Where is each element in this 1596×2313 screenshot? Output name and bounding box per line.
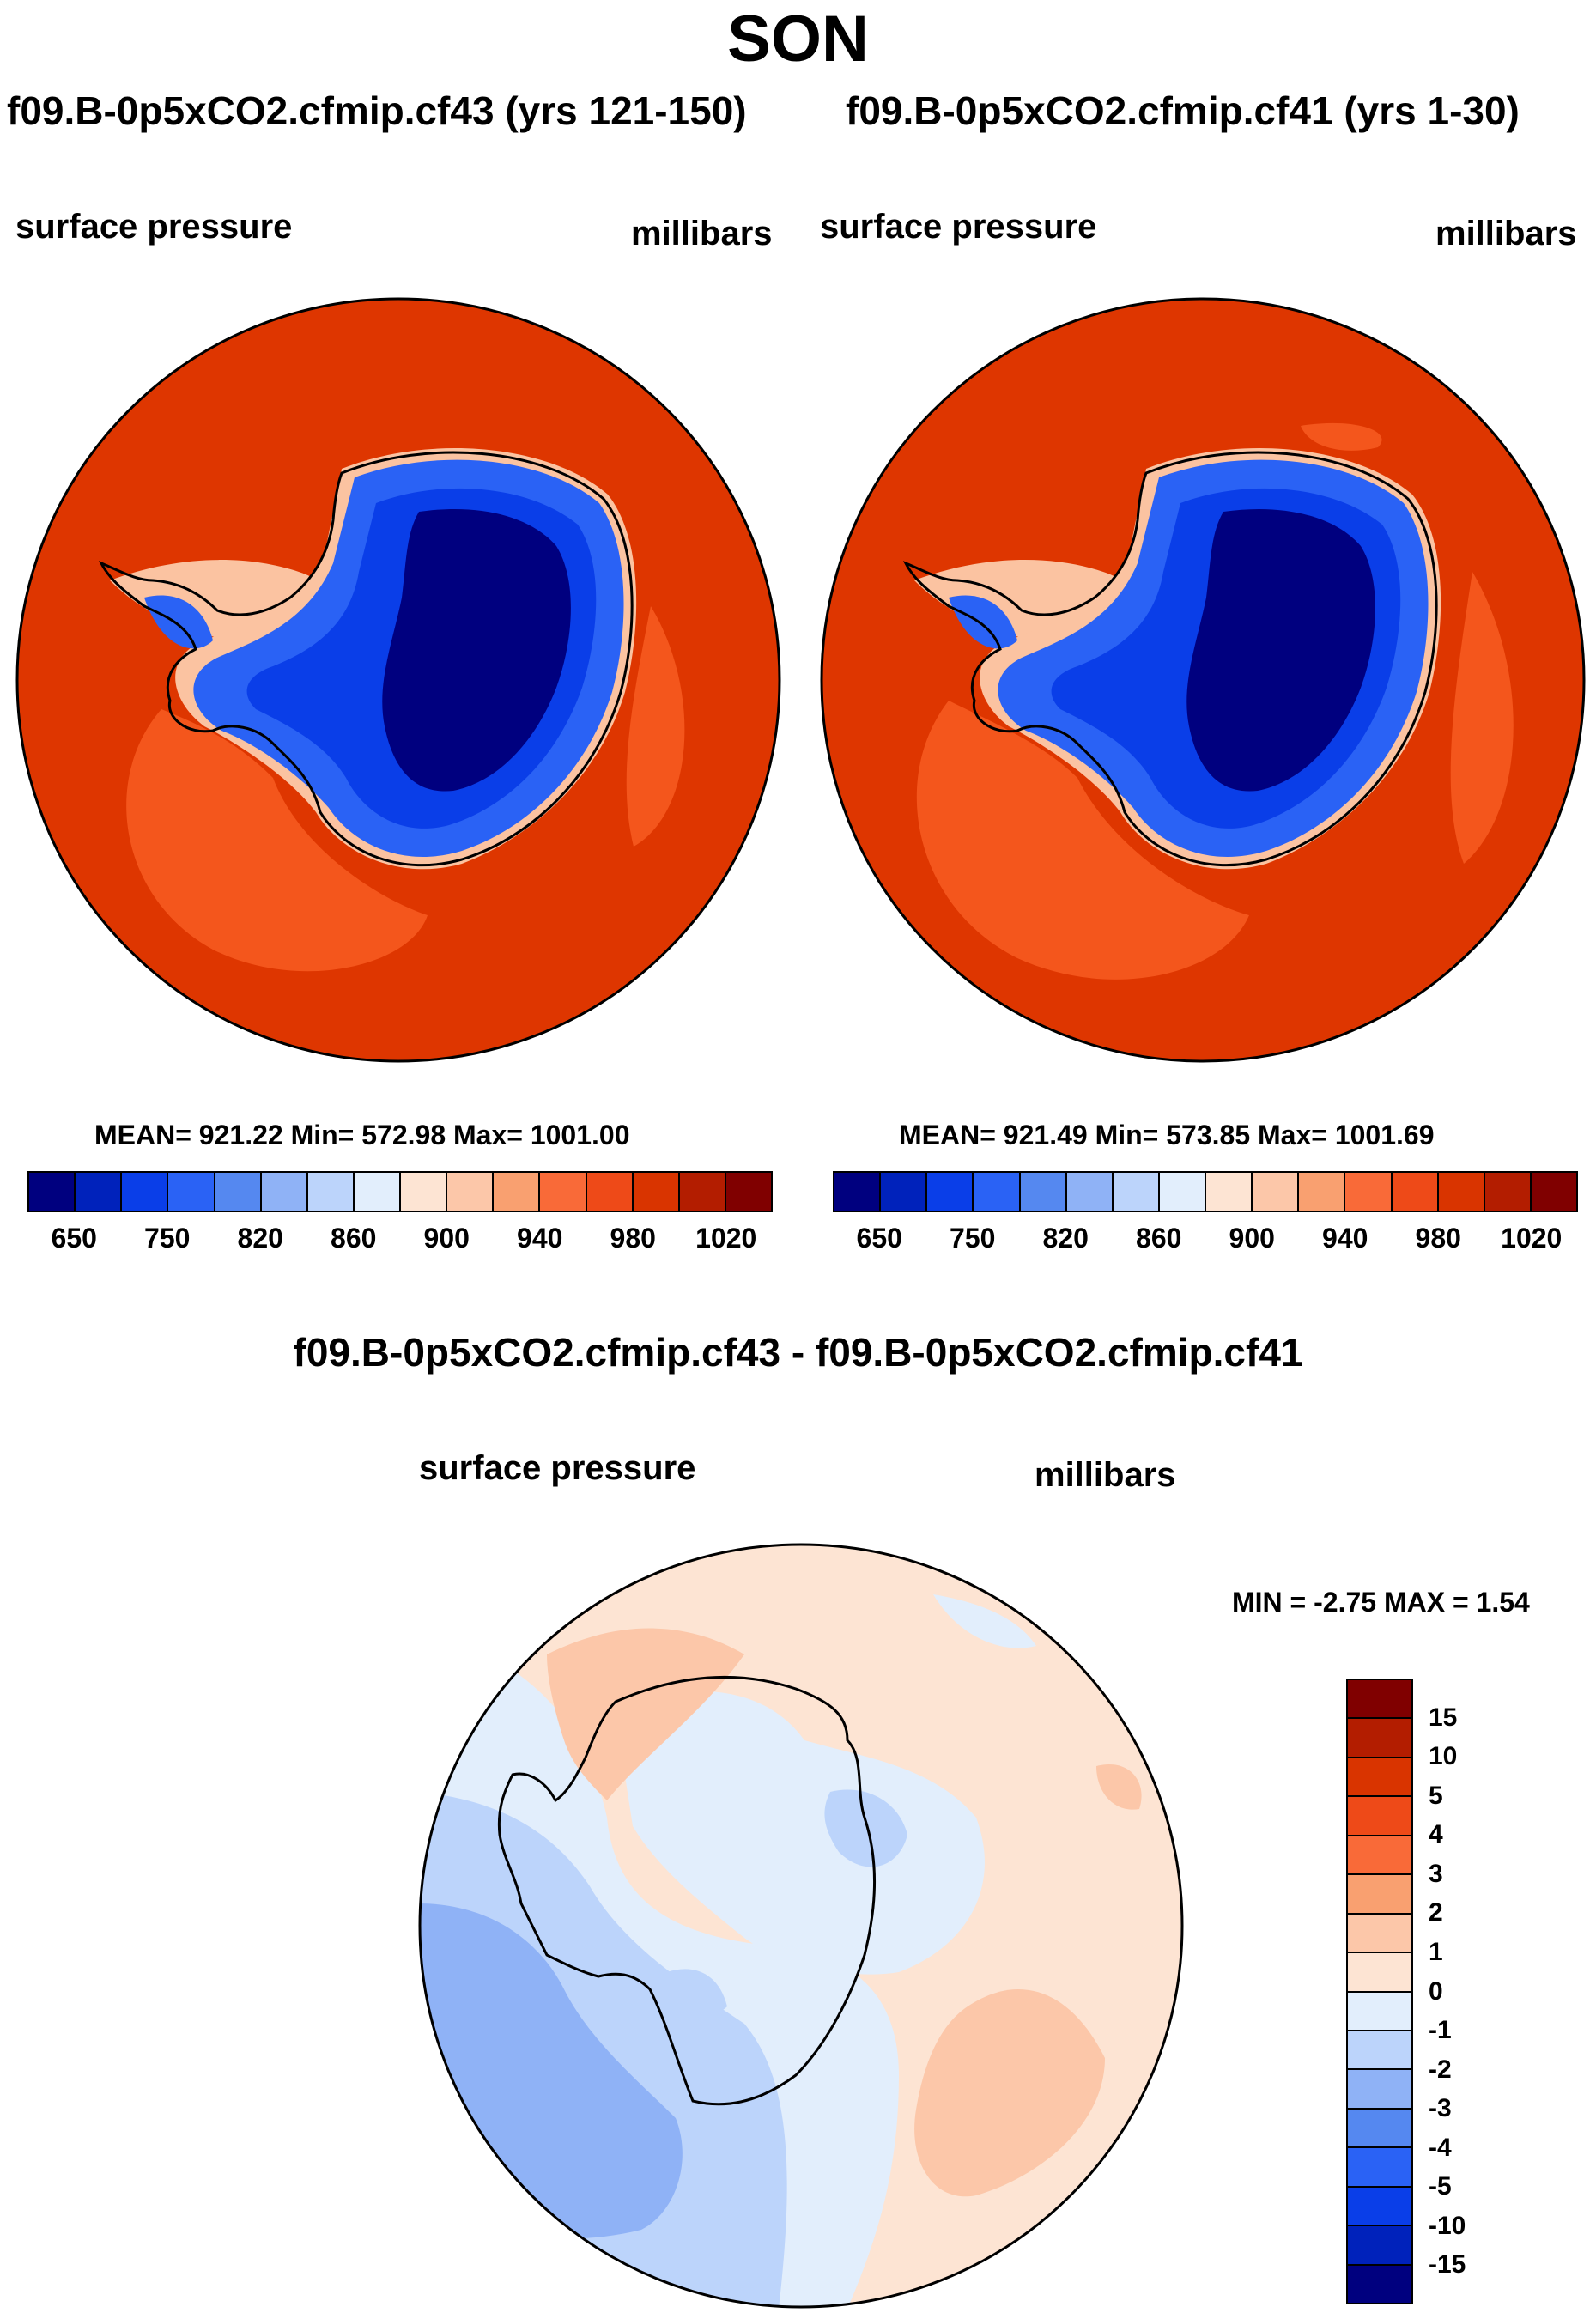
- right-colorbar-tick-label: 750: [950, 1223, 996, 1254]
- diff-colorbar-tick-label: 4: [1429, 1820, 1443, 1849]
- diff-colorbar-tick-label: -1: [1429, 2016, 1452, 2045]
- diff-polar-map: [418, 1543, 1184, 2309]
- left-colorbar-tick-label: 860: [331, 1223, 377, 1254]
- right-colorbar-tick-label: 940: [1322, 1223, 1368, 1254]
- diff-units-label: millibars: [1035, 1456, 1176, 1494]
- diff-colorbar-swatch: [1348, 2148, 1411, 2188]
- diff-colorbar-swatch: [1348, 1719, 1411, 1758]
- left-units-label: millibars: [631, 215, 773, 252]
- left-stats: MEAN= 921.22 Min= 572.98 Max= 1001.00: [94, 1120, 630, 1150]
- right-colorbar-tick-label: 860: [1136, 1223, 1182, 1254]
- right-colorbar-tick-label: 900: [1229, 1223, 1275, 1254]
- right-colorbar-swatch: [1392, 1173, 1439, 1211]
- left-colorbar-swatch: [586, 1173, 634, 1211]
- diff-colorbar-tick-label: 15: [1429, 1703, 1458, 1732]
- right-colorbar: [833, 1171, 1578, 1212]
- right-colorbar-tick-label: 980: [1415, 1223, 1461, 1254]
- right-colorbar-swatch: [1206, 1173, 1253, 1211]
- right-colorbar-swatch: [927, 1173, 974, 1211]
- left-colorbar-tick-label: 1020: [695, 1223, 757, 1254]
- left-colorbar-swatch: [540, 1173, 587, 1211]
- left-polar-map: [15, 297, 781, 1063]
- left-colorbar-tick-label: 980: [610, 1223, 656, 1254]
- left-colorbar-swatch: [401, 1173, 448, 1211]
- diff-colorbar-tick-label: -3: [1429, 2094, 1452, 2123]
- diff-colorbar: [1346, 1679, 1413, 2304]
- left-colorbar-swatch: [29, 1173, 76, 1211]
- left-colorbar-swatch: [168, 1173, 215, 1211]
- right-colorbar-swatch: [1020, 1173, 1067, 1211]
- diff-colorbar-swatch: [1348, 1797, 1411, 1836]
- diff-colorbar-swatch: [1348, 1914, 1411, 1954]
- diff-colorbar-swatch: [1348, 1953, 1411, 1993]
- diff-colorbar-swatch: [1348, 2109, 1411, 2149]
- right-colorbar-swatch: [974, 1173, 1021, 1211]
- left-variable-label: surface pressure: [15, 208, 293, 246]
- diff-case-title: f09.B-0p5xCO2.cfmip.cf43 - f09.B-0p5xCO2…: [293, 1330, 1303, 1375]
- left-colorbar-tick-label: 900: [423, 1223, 470, 1254]
- right-units-label: millibars: [1435, 215, 1577, 252]
- left-case-title: f09.B-0p5xCO2.cfmip.cf43 (yrs 121-150): [7, 88, 747, 133]
- diff-colorbar-swatch: [1348, 1992, 1411, 2031]
- right-colorbar-swatch: [834, 1173, 882, 1211]
- diff-colorbar-swatch: [1348, 1680, 1411, 1720]
- diff-colorbar-swatch: [1348, 2187, 1411, 2227]
- right-colorbar-tick-label: 820: [1042, 1223, 1089, 1254]
- diff-colorbar-swatch: [1348, 2070, 1411, 2110]
- left-colorbar-tick-label: 820: [237, 1223, 283, 1254]
- left-colorbar-swatch: [725, 1173, 771, 1211]
- diff-colorbar-tick-label: -10: [1429, 2211, 1466, 2240]
- right-colorbar-swatch: [1484, 1173, 1532, 1211]
- diff-colorbar-swatch: [1348, 1875, 1411, 1915]
- left-colorbar-swatch: [447, 1173, 495, 1211]
- right-colorbar-swatch: [1253, 1173, 1300, 1211]
- right-colorbar-swatch: [1345, 1173, 1393, 1211]
- left-colorbar-tick-label: 940: [517, 1223, 563, 1254]
- right-colorbar-tick-label: 1020: [1501, 1223, 1563, 1254]
- left-colorbar-swatch: [76, 1173, 123, 1211]
- diff-colorbar-tick-label: -15: [1429, 2250, 1466, 2280]
- left-colorbar-swatch: [215, 1173, 262, 1211]
- diff-colorbar-swatch: [1348, 1758, 1411, 1798]
- left-colorbar-swatch: [679, 1173, 726, 1211]
- diff-colorbar-swatch: [1348, 1836, 1411, 1876]
- diff-stats: MIN = -2.75 MAX = 1.54: [1232, 1587, 1530, 1618]
- figure-title: SON: [727, 3, 869, 76]
- right-colorbar-swatch: [1531, 1173, 1576, 1211]
- right-colorbar-swatch: [881, 1173, 928, 1211]
- right-polar-map: [820, 297, 1586, 1063]
- left-colorbar-swatch: [122, 1173, 169, 1211]
- diff-colorbar-tick-label: 5: [1429, 1781, 1443, 1810]
- left-colorbar-swatch: [261, 1173, 308, 1211]
- diff-colorbar-swatch: [1348, 2226, 1411, 2266]
- right-colorbar-swatch: [1159, 1173, 1206, 1211]
- diff-colorbar-tick-label: 1: [1429, 1937, 1443, 1966]
- diff-colorbar-tick-label: 3: [1429, 1859, 1443, 1888]
- right-colorbar-swatch: [1113, 1173, 1160, 1211]
- diff-colorbar-swatch: [1348, 2031, 1411, 2071]
- diff-colorbar-swatch: [1348, 2265, 1411, 2303]
- left-colorbar-tick-label: 650: [51, 1223, 97, 1254]
- diff-colorbar-tick-label: -5: [1429, 2172, 1452, 2201]
- right-colorbar-swatch: [1438, 1173, 1485, 1211]
- right-stats: MEAN= 921.49 Min= 573.85 Max= 1001.69: [899, 1120, 1435, 1150]
- diff-colorbar-tick-label: -4: [1429, 2133, 1452, 2162]
- left-colorbar-tick-label: 750: [144, 1223, 191, 1254]
- right-colorbar-swatch: [1066, 1173, 1114, 1211]
- left-colorbar-swatch: [633, 1173, 680, 1211]
- diff-colorbar-tick-label: 0: [1429, 1976, 1443, 2006]
- left-colorbar: [27, 1171, 773, 1212]
- left-colorbar-swatch: [494, 1173, 541, 1211]
- left-colorbar-swatch: [307, 1173, 355, 1211]
- diff-colorbar-tick-label: 2: [1429, 1898, 1443, 1928]
- right-case-title: f09.B-0p5xCO2.cfmip.cf41 (yrs 1-30): [846, 88, 1520, 133]
- diff-variable-label: surface pressure: [419, 1449, 696, 1487]
- left-colorbar-swatch: [354, 1173, 401, 1211]
- right-colorbar-tick-label: 650: [856, 1223, 902, 1254]
- diff-colorbar-tick-label: 10: [1429, 1742, 1458, 1771]
- diff-colorbar-tick-label: -2: [1429, 2055, 1452, 2084]
- right-colorbar-swatch: [1299, 1173, 1346, 1211]
- right-variable-label: surface pressure: [820, 208, 1097, 246]
